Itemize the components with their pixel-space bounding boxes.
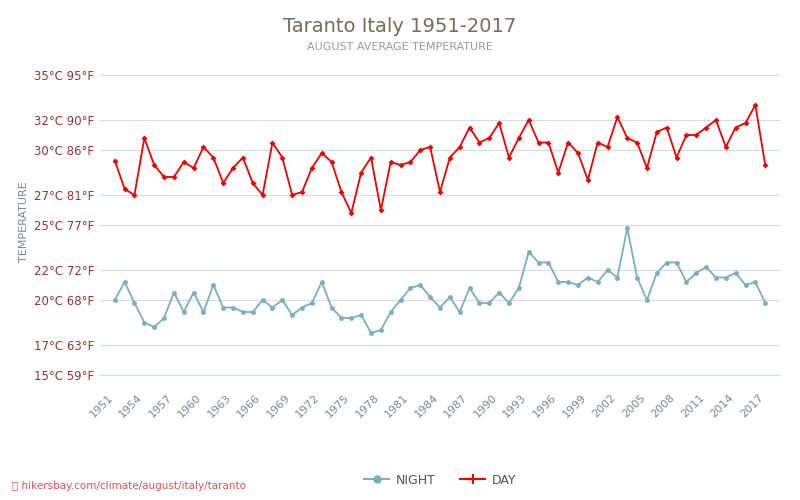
Text: 📍 hikersbay.com/climate/august/italy/taranto: 📍 hikersbay.com/climate/august/italy/tar… [12,481,246,491]
Text: AUGUST AVERAGE TEMPERATURE: AUGUST AVERAGE TEMPERATURE [307,42,493,52]
Y-axis label: TEMPERATURE: TEMPERATURE [18,181,29,262]
Text: Taranto Italy 1951-2017: Taranto Italy 1951-2017 [283,18,517,36]
Legend: NIGHT, DAY: NIGHT, DAY [359,469,521,492]
